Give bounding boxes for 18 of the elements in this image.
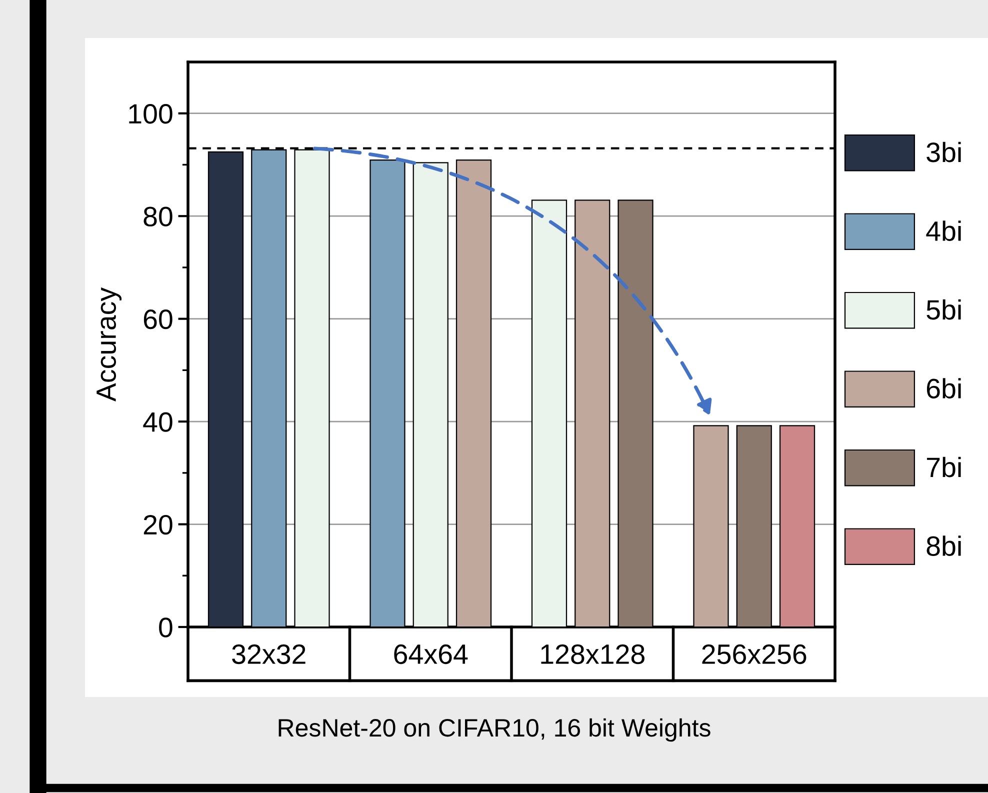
legend-label: 4bi [926,220,961,241]
text: ResNet-20 on CIFAR10, 16 bit Weights [278,718,710,742]
legend-label: 5bi [926,299,961,320]
y-axis-title: Accuracy [96,287,122,402]
y-tick-label: 80 [144,206,172,226]
legend-label: 6bi [926,378,961,398]
y-tick-label: 0 [159,618,172,638]
legend-label: 7bi [926,456,961,478]
x-tick-label: 64x64 [394,644,468,664]
legend-label: 8bi [926,536,961,556]
y-tick-label: 20 [144,514,172,535]
y-tick-label: 60 [144,309,172,330]
x-tick-label: 128x128 [541,644,644,664]
legend-label: 3bi [926,142,961,162]
x-tick-label: 32x32 [232,644,306,664]
x-tick-label: 256x256 [702,644,806,664]
y-tick-label: 40 [143,412,172,432]
y-tick-label: 100 [129,104,172,124]
